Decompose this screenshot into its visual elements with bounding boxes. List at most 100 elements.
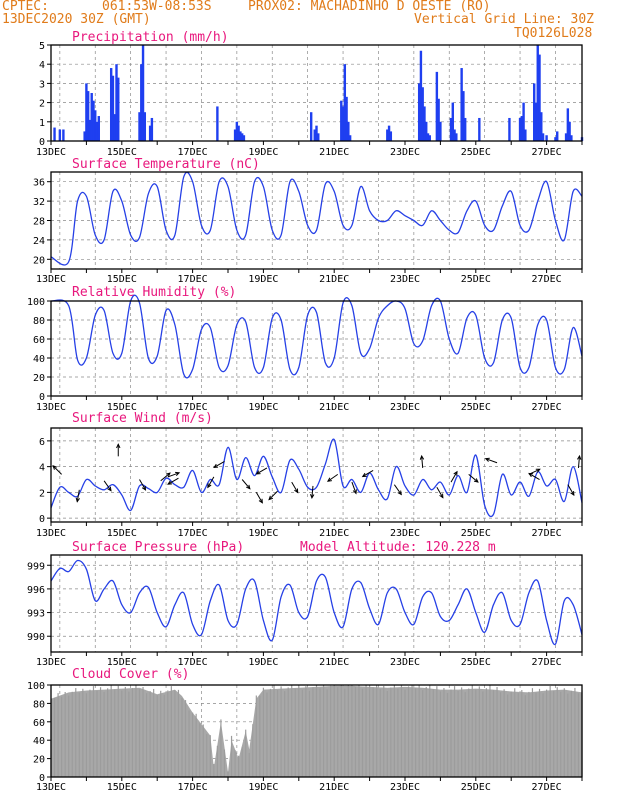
panel5-xtick-label: 27DEC bbox=[532, 657, 562, 668]
header-coordinates: 061:53W-08:53S bbox=[102, 0, 212, 14]
panel4-wind-arrow bbox=[577, 455, 581, 468]
panel6-xtick-label: 19DEC bbox=[248, 782, 278, 793]
panel4-wind-arrow bbox=[76, 489, 80, 502]
panel4-wind-arrow bbox=[255, 492, 263, 504]
panel4-wind-arrowhead bbox=[484, 457, 490, 462]
panel6-frame bbox=[50, 684, 583, 778]
panel1-bar bbox=[423, 106, 426, 141]
panel1-bar bbox=[533, 83, 536, 141]
panel1-bar bbox=[239, 131, 242, 141]
header-org: CPTEC: bbox=[2, 0, 49, 14]
header-grid-note: Vertical Grid Line: 30Z bbox=[414, 12, 595, 27]
panel1-xtick-label: 17DEC bbox=[178, 147, 208, 158]
panel1-bar bbox=[389, 131, 393, 141]
panel4-wind-arrowhead bbox=[473, 478, 479, 483]
panel4-wind-arrowhead bbox=[207, 483, 212, 489]
panel4-series-line bbox=[50, 438, 583, 518]
panel1-bar bbox=[86, 91, 90, 141]
panel1-bar bbox=[138, 112, 141, 141]
panel2-xtick-label: 19DEC bbox=[248, 274, 278, 285]
panel4-wind-arrow bbox=[291, 481, 299, 493]
panel6-xtick-label: 15DEC bbox=[107, 782, 137, 793]
panel1-bar bbox=[113, 114, 116, 141]
panel2-frame bbox=[50, 171, 583, 270]
panel1-bar bbox=[425, 121, 428, 141]
panel6-xtick-label: 25DEC bbox=[461, 782, 491, 793]
panel4-wind-arrow bbox=[567, 484, 575, 496]
panel4-wind-arrowhead bbox=[268, 495, 274, 501]
panel1-ytick-label: 2 bbox=[39, 99, 45, 110]
panel1-bar bbox=[111, 75, 115, 141]
panel1-xtick-label: 19DEC bbox=[248, 147, 278, 158]
panel3-xtick-label: 23DEC bbox=[390, 402, 420, 413]
panel4-wind-arrow bbox=[52, 465, 62, 475]
panel2-ytick-label: 24 bbox=[33, 236, 45, 247]
panel2-ytick-label: 36 bbox=[33, 178, 45, 189]
panel6-xtick-label: 21DEC bbox=[319, 782, 349, 793]
panel6-title: Cloud Cover (%) bbox=[72, 667, 189, 682]
panel3-ytick-label: 100 bbox=[27, 297, 45, 308]
panel1-bar bbox=[88, 119, 92, 141]
panel3-frame bbox=[50, 300, 583, 397]
panel1-bar bbox=[428, 135, 431, 141]
panel1-bar bbox=[538, 54, 541, 141]
panel3-xtick-label: 15DEC bbox=[107, 402, 137, 413]
panel1-bar bbox=[313, 129, 316, 141]
panel5-ytick-label: 996 bbox=[27, 585, 45, 596]
panel5-xtick-label: 13DEC bbox=[36, 657, 66, 668]
panel1-xtick-label: 25DEC bbox=[461, 147, 491, 158]
panel1-bar bbox=[449, 117, 453, 141]
panel4-wind-arrowhead bbox=[213, 463, 219, 469]
panel1-bar bbox=[524, 129, 527, 141]
panel4-xtick-label: 17DEC bbox=[178, 528, 208, 539]
panel4-wind-arrow bbox=[167, 472, 180, 478]
panel2-xtick-label: 25DEC bbox=[461, 274, 491, 285]
panel1-bar bbox=[437, 98, 440, 141]
panel4-wind-arrow bbox=[207, 476, 215, 488]
panel4-wind-arrowhead bbox=[165, 472, 171, 477]
panel1-bar bbox=[518, 117, 522, 141]
panel5-xtick-label: 21DEC bbox=[319, 657, 349, 668]
panel1-bar bbox=[53, 127, 56, 141]
panel4-wind-arrowhead bbox=[310, 493, 315, 500]
panel1-xtick-label: 13DEC bbox=[36, 147, 66, 158]
panel1-bar bbox=[233, 129, 237, 141]
panel6-ytick-label: 60 bbox=[33, 718, 45, 729]
panel1-bar bbox=[556, 131, 559, 141]
panel4-wind-arrowhead bbox=[75, 497, 80, 503]
panel4-wind-arrowhead bbox=[352, 489, 357, 495]
panel4-wind-arrowhead bbox=[326, 477, 332, 482]
panel1-bar bbox=[421, 87, 424, 141]
panel4-wind-arrowhead bbox=[439, 493, 444, 499]
panel1-bar bbox=[240, 133, 244, 141]
panel1-bar bbox=[341, 106, 345, 141]
panel1-bar bbox=[426, 133, 430, 141]
panel1-bar bbox=[216, 106, 219, 141]
panel4-wind-arrowhead bbox=[397, 490, 402, 496]
panel2-ytick-label: 28 bbox=[33, 217, 45, 228]
panel1-bar bbox=[463, 117, 467, 141]
panel4-wind-arrowhead bbox=[141, 485, 147, 491]
panel6-xtick-label: 13DEC bbox=[36, 782, 66, 793]
panel6-ytick-label: 100 bbox=[27, 681, 45, 692]
panel4-wind-arrow bbox=[421, 455, 424, 468]
panel1-bar bbox=[566, 108, 570, 141]
panel1-bar bbox=[140, 64, 143, 141]
panel4-wind-arrowhead bbox=[175, 471, 181, 477]
panel1-bar bbox=[148, 125, 152, 141]
panel1-bar bbox=[453, 129, 456, 141]
panel1-bar bbox=[451, 102, 454, 141]
panel4-wind-arrowhead bbox=[535, 468, 541, 473]
panel4-wind-arrow bbox=[160, 472, 171, 482]
panel1-bar bbox=[568, 121, 571, 141]
panel1-ytick-label: 5 bbox=[39, 41, 45, 52]
panel4-frame bbox=[50, 427, 583, 523]
panel1-bar bbox=[62, 129, 65, 141]
panel4-wind-arrowhead bbox=[528, 472, 534, 478]
panel3-xtick-label: 27DEC bbox=[532, 402, 562, 413]
panel3-series-line bbox=[50, 294, 583, 379]
panel1-bar bbox=[150, 117, 154, 141]
panel3-ytick-label: 80 bbox=[33, 316, 45, 327]
panel1-bar bbox=[520, 116, 524, 141]
